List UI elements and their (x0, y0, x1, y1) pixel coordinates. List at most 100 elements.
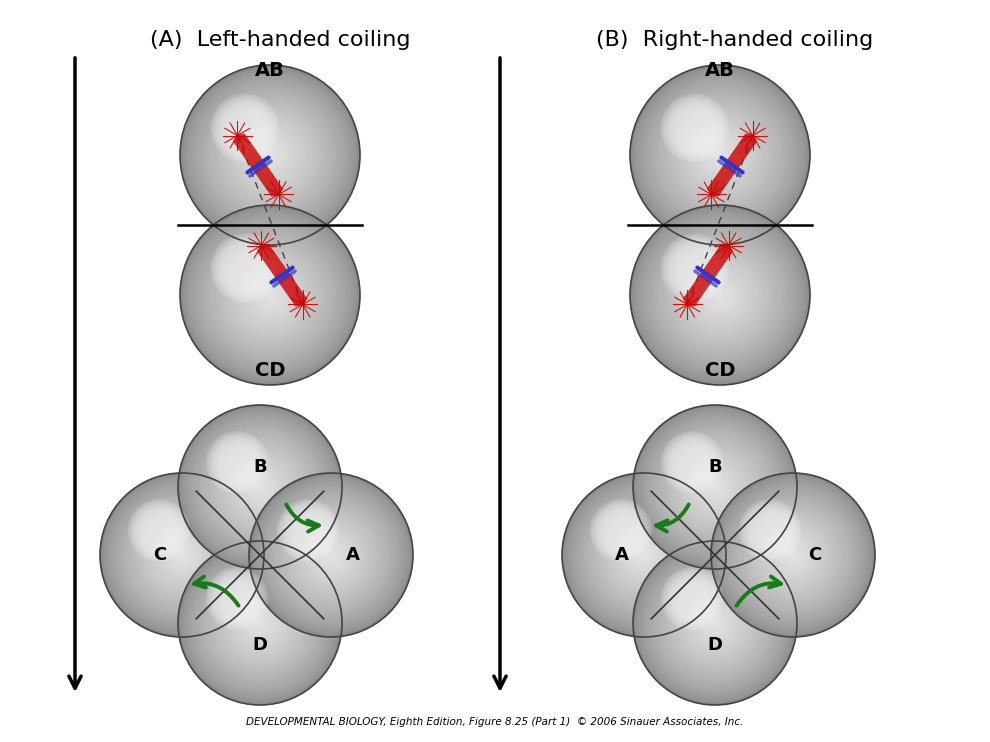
Circle shape (642, 549, 789, 697)
Circle shape (589, 500, 699, 610)
Circle shape (240, 125, 300, 185)
Text: A: A (346, 546, 360, 564)
Circle shape (646, 554, 783, 692)
Circle shape (251, 479, 268, 495)
Circle shape (276, 500, 386, 610)
Circle shape (733, 495, 853, 615)
Circle shape (669, 104, 771, 206)
Circle shape (650, 226, 789, 364)
Circle shape (194, 557, 326, 689)
Circle shape (714, 149, 726, 161)
Circle shape (657, 565, 772, 680)
Circle shape (141, 514, 223, 596)
Circle shape (701, 609, 729, 637)
Circle shape (681, 256, 759, 334)
Circle shape (231, 256, 309, 334)
Circle shape (225, 451, 296, 522)
Circle shape (248, 476, 271, 498)
Circle shape (183, 68, 357, 242)
Circle shape (160, 533, 204, 577)
Circle shape (189, 214, 351, 376)
Circle shape (247, 609, 274, 637)
Circle shape (649, 557, 781, 689)
Circle shape (644, 416, 786, 558)
Circle shape (168, 541, 196, 569)
Circle shape (244, 606, 276, 640)
FancyArrowPatch shape (737, 577, 781, 605)
Circle shape (678, 113, 762, 197)
Circle shape (298, 522, 364, 588)
Text: D: D (708, 636, 723, 654)
Circle shape (687, 122, 753, 188)
Circle shape (214, 577, 307, 669)
Circle shape (105, 479, 258, 631)
Circle shape (665, 572, 719, 625)
Circle shape (661, 431, 724, 493)
Circle shape (238, 465, 282, 509)
Circle shape (234, 119, 306, 191)
Circle shape (301, 525, 361, 585)
Circle shape (742, 502, 799, 559)
Circle shape (787, 550, 799, 560)
Circle shape (237, 262, 303, 328)
Circle shape (189, 552, 331, 695)
Circle shape (644, 552, 786, 695)
Circle shape (326, 550, 337, 560)
Circle shape (663, 98, 777, 212)
Circle shape (678, 253, 762, 337)
Circle shape (693, 465, 737, 509)
Circle shape (654, 229, 786, 361)
Circle shape (708, 143, 732, 167)
Circle shape (208, 433, 266, 491)
Circle shape (675, 110, 765, 200)
Circle shape (714, 289, 726, 301)
Circle shape (186, 549, 334, 697)
Circle shape (243, 268, 297, 322)
Circle shape (707, 479, 724, 495)
Circle shape (765, 528, 821, 582)
Circle shape (215, 577, 258, 620)
Circle shape (654, 562, 775, 683)
Circle shape (227, 454, 293, 520)
Circle shape (197, 424, 323, 550)
Circle shape (657, 430, 772, 545)
Text: C: C (809, 546, 822, 564)
Circle shape (633, 405, 797, 569)
Circle shape (240, 265, 300, 325)
Circle shape (205, 568, 315, 677)
Circle shape (254, 140, 285, 170)
Circle shape (206, 567, 268, 629)
Circle shape (213, 98, 327, 212)
Circle shape (682, 454, 747, 520)
Circle shape (660, 568, 770, 677)
Circle shape (633, 68, 807, 242)
Circle shape (154, 528, 210, 582)
Circle shape (633, 541, 797, 705)
Circle shape (636, 211, 804, 379)
Circle shape (725, 487, 861, 623)
Circle shape (719, 481, 867, 629)
Text: AB: AB (255, 61, 285, 79)
Circle shape (668, 102, 722, 154)
Circle shape (710, 617, 721, 628)
Circle shape (586, 498, 702, 612)
Circle shape (198, 83, 343, 227)
Circle shape (674, 582, 756, 664)
Circle shape (625, 536, 663, 574)
Circle shape (705, 280, 736, 310)
Circle shape (254, 479, 408, 631)
Circle shape (189, 74, 351, 236)
Circle shape (663, 96, 727, 160)
Circle shape (654, 427, 775, 547)
Circle shape (216, 101, 324, 209)
Circle shape (567, 479, 721, 631)
Circle shape (743, 506, 842, 604)
Circle shape (743, 504, 797, 557)
Circle shape (151, 525, 212, 585)
Circle shape (128, 500, 237, 610)
Circle shape (179, 552, 185, 558)
Circle shape (241, 467, 279, 506)
Circle shape (768, 531, 818, 580)
Circle shape (100, 473, 264, 637)
Circle shape (614, 525, 674, 585)
